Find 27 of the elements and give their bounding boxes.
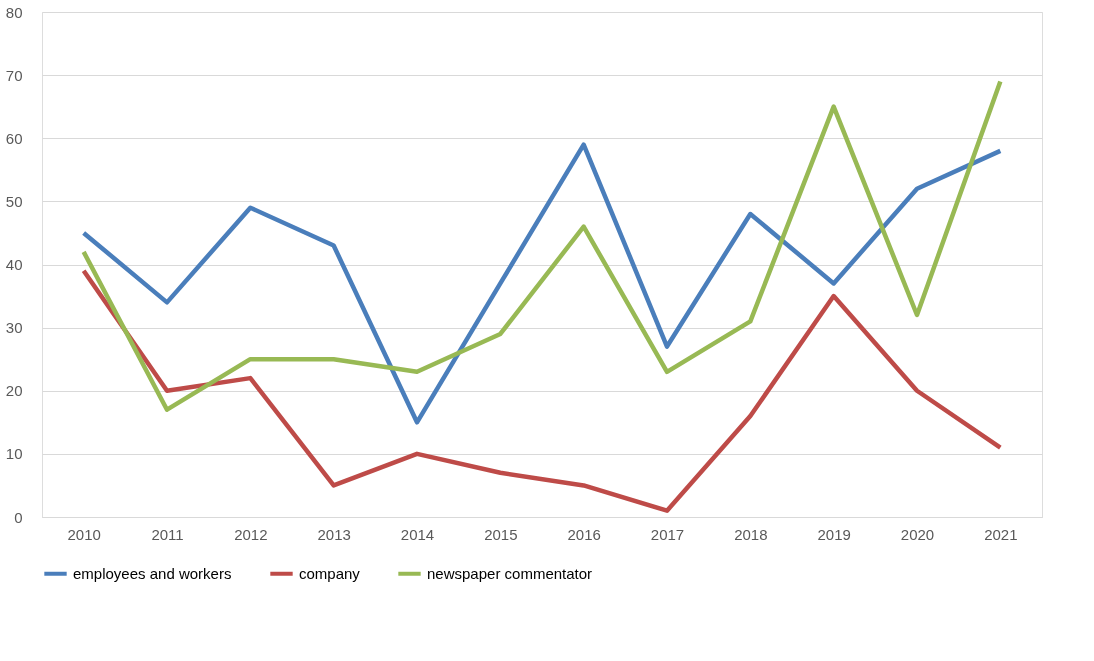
x-tick-label: 2021 [984, 525, 1018, 543]
legend-label: newspaper commentator [427, 564, 593, 582]
y-tick-label: 80 [5, 3, 23, 21]
y-tick-label: 40 [5, 256, 23, 273]
y-tick-label: 60 [5, 129, 23, 147]
y-tick-label: 50 [5, 192, 23, 210]
x-tick-label: 2019 [817, 525, 851, 543]
legend-label: employees and workers [73, 564, 232, 582]
y-tick-label: 30 [5, 319, 23, 337]
x-tick-label: 2015 [484, 525, 518, 543]
x-tick-label: 2017 [650, 525, 685, 543]
x-tick-label: 2016 [567, 525, 601, 543]
y-tick-label: 70 [5, 66, 23, 84]
y-tick-label: 10 [5, 445, 23, 463]
x-tick-label: 2010 [67, 525, 101, 543]
x-tick-label: 2011 [151, 525, 184, 543]
x-tick-label: 2014 [400, 525, 435, 543]
line-series [81, 79, 1003, 412]
x-tick-label: 2020 [900, 525, 935, 543]
y-tick-label: 0 [14, 508, 23, 526]
y-tick-label: 20 [5, 382, 23, 400]
x-tick-label: 2018 [734, 525, 768, 543]
legend-label: company [299, 564, 361, 582]
line-series [81, 268, 1003, 513]
x-tick-label: 2013 [317, 525, 351, 543]
line-series [81, 142, 1003, 425]
x-tick-label: 2012 [234, 525, 268, 543]
